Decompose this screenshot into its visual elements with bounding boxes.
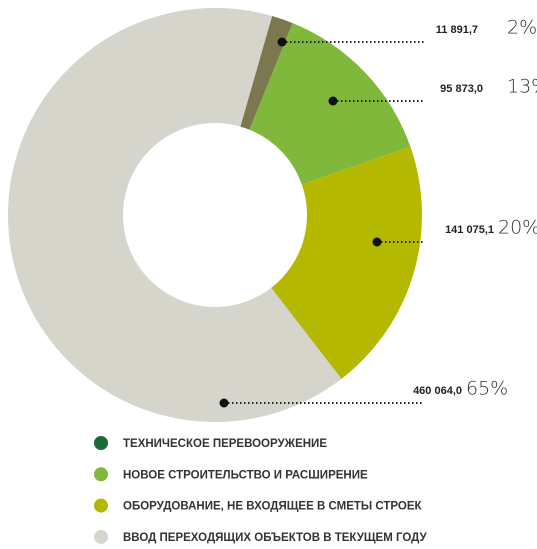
percentage-label: 2% xyxy=(507,17,537,39)
value-label: 95 873,0 xyxy=(440,83,483,95)
percentage-label: 20% xyxy=(498,217,537,239)
leader-dot xyxy=(277,37,287,47)
slice xyxy=(271,146,422,379)
percentage-label: 65% xyxy=(466,378,508,400)
percentage-label: 13% xyxy=(507,76,537,98)
value-label: 460 064,0 xyxy=(413,385,462,397)
leader-dot xyxy=(219,398,229,408)
legend-marker xyxy=(94,529,108,544)
legend-marker xyxy=(94,436,108,450)
value-label: 141 075,1 xyxy=(445,224,494,236)
value-label: 11 891,7 xyxy=(436,24,478,36)
legend-marker xyxy=(94,467,108,482)
legend-label: ТЕХНИЧЕСКОЕ ПЕРЕВООРУЖЕНИЕ xyxy=(123,438,327,450)
legend-label: ВВОД ПЕРЕХОДЯЩИХ ОБЪЕКТОВ В ТЕКУЩЕМ ГОДУ xyxy=(123,532,428,544)
legend-label: ОБОРУДОВАНИЕ, НЕ ВХОДЯЩЕЕ В СМЕТЫ СТРОЕК xyxy=(123,501,423,513)
legend-label: НОВОЕ СТРОИТЕЛЬСТВО И РАСШИРЕНИЕ xyxy=(123,469,368,481)
slice xyxy=(7,7,342,422)
legend-marker xyxy=(94,498,108,513)
leader-dot xyxy=(372,237,382,247)
leader-dot xyxy=(328,96,338,106)
